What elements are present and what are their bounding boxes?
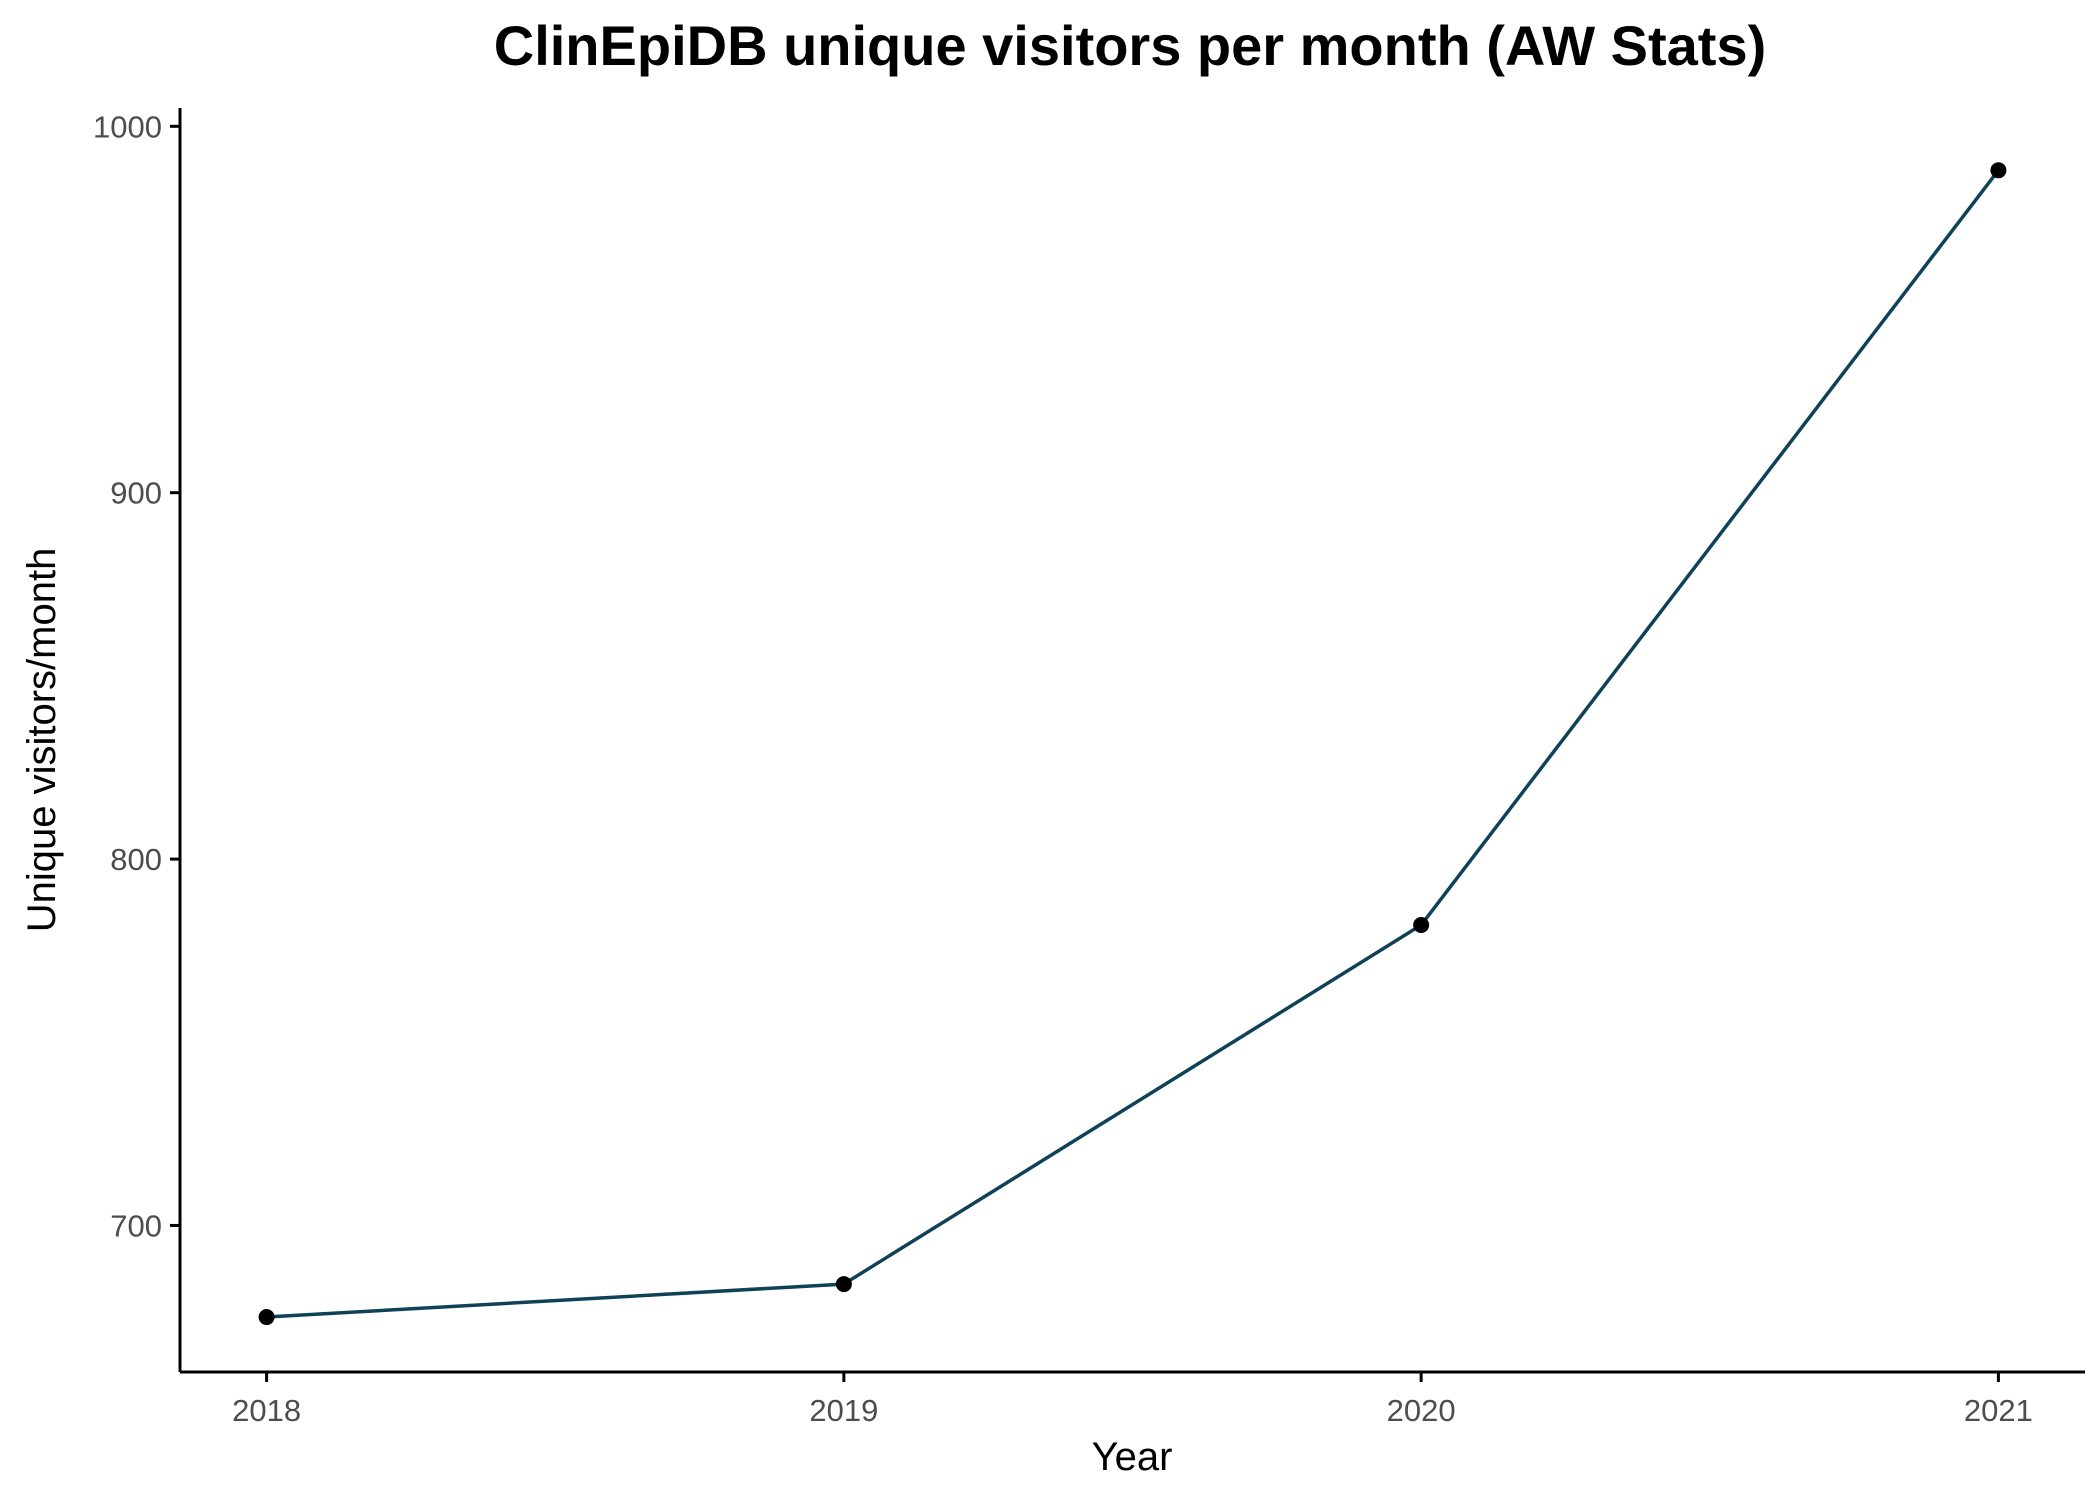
y-axis-ticks: 700 800 900 1000 (93, 109, 180, 1243)
x-tick-label: 2020 (1387, 1393, 1456, 1428)
y-axis-title: Unique visitors/month (20, 548, 64, 933)
data-point (258, 1309, 275, 1326)
x-axis-title: Year (1092, 1435, 1173, 1479)
x-tick-label: 2021 (1964, 1393, 2033, 1428)
x-axis-ticks: 2018 2019 2020 2021 (232, 1372, 2033, 1428)
y-tick-label: 800 (110, 842, 162, 877)
series-line (266, 169, 2000, 1319)
y-tick-label: 1000 (93, 109, 162, 144)
data-point (1990, 162, 2007, 179)
data-point (835, 1276, 852, 1293)
chart-title: ClinEpiDB unique visitors per month (AW … (494, 14, 1767, 77)
y-tick-label: 900 (110, 476, 162, 511)
x-tick-label: 2018 (232, 1393, 301, 1428)
data-point (1413, 917, 1430, 934)
x-tick-label: 2019 (809, 1393, 878, 1428)
plot-area (258, 162, 2007, 1326)
y-tick-label: 700 (110, 1208, 162, 1243)
